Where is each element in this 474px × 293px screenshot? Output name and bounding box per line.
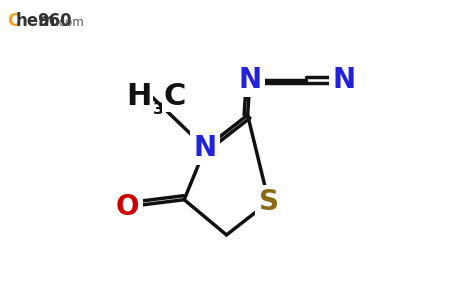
Text: .com: .com: [56, 16, 85, 29]
Text: 3: 3: [153, 102, 164, 117]
Text: N: N: [238, 66, 262, 94]
Text: H: H: [126, 82, 151, 111]
Text: C: C: [164, 82, 186, 111]
Text: O: O: [116, 193, 139, 221]
Text: hem: hem: [15, 12, 55, 30]
Text: N: N: [194, 134, 217, 162]
Text: S: S: [259, 188, 279, 216]
Text: 960化工网: 960化工网: [13, 38, 39, 45]
Text: N: N: [332, 66, 356, 94]
Text: 960: 960: [37, 12, 72, 30]
Text: C: C: [7, 12, 19, 30]
